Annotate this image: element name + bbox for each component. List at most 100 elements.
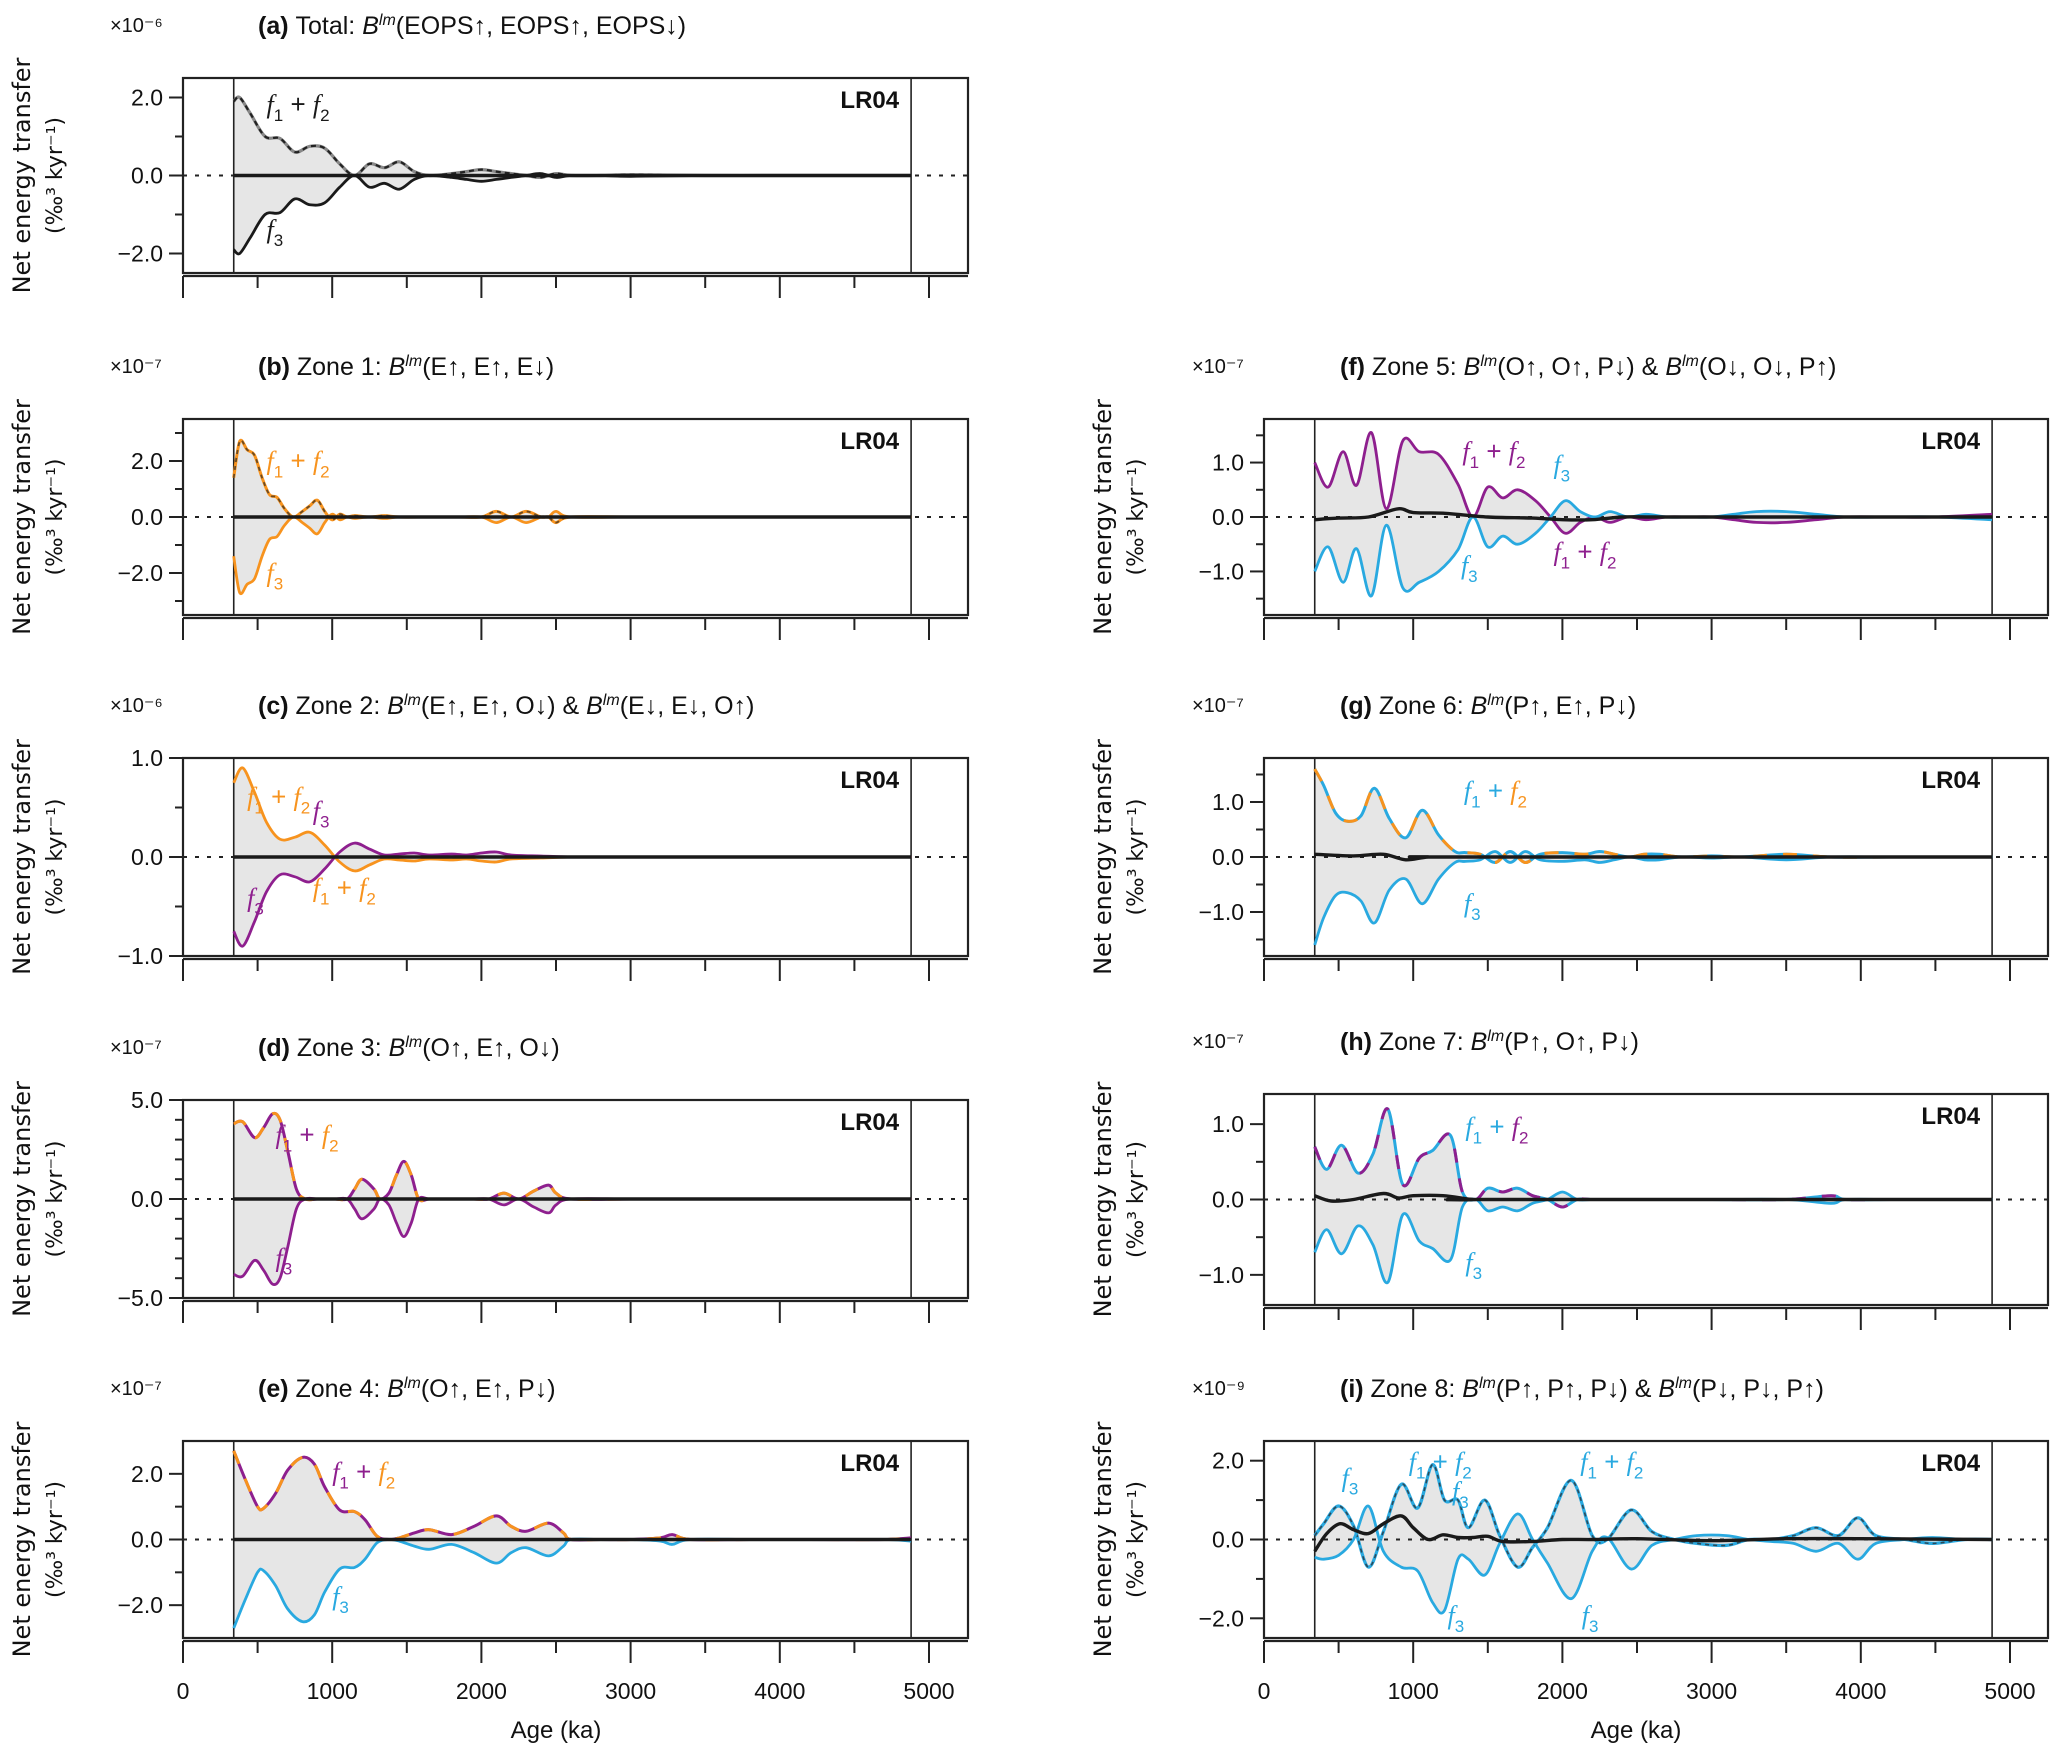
x-tick-label: 4000 (1835, 1678, 1886, 1704)
label-f1-plus-f2: f1 + f2 (1409, 1447, 1472, 1483)
panel-title: (b) Zone 1: Blm(E↑, E↑, E↓) (258, 353, 554, 381)
panel-title: (e) Zone 4: Blm(O↑, E↑, P↓) (258, 1375, 556, 1403)
y-tick-label: 2.0 (1212, 1448, 1244, 1474)
label-f3: f3 (1553, 450, 1570, 485)
x-tick-label: 3000 (1686, 1678, 1737, 1704)
label-f3: f3 (1465, 1248, 1482, 1283)
y-axis-units: (‰³ kyr⁻¹) (43, 459, 68, 576)
label-f1-plus-f2: f1 + f2 (1464, 775, 1527, 811)
y-multiplier: ×10⁻⁷ (1192, 695, 1244, 717)
panel-d: −5.0 0.0 5.0 Net energy transfer (‰³ kyr⁻¹) ×… (8, 1034, 970, 1323)
panel-c: −1.0 0.0 1.0 Net energy transfer (‰³ kyr⁻¹) ×… (8, 692, 970, 981)
label-f1-plus-f2: f1 + f2 (1465, 1111, 1528, 1147)
panel-title: (i) Zone 8: Blm(P↑, P↑, P↓) & Blm(P↓, P↓… (1340, 1375, 1824, 1403)
series-f1-f2-dash (1313, 768, 1993, 864)
dataset-label: LR04 (840, 767, 899, 794)
y-axis-units: (‰³ kyr⁻¹) (1124, 1481, 1149, 1598)
y-axis-units: (‰³ kyr⁻¹) (1124, 1141, 1149, 1258)
series-f1-f2-dash (1314, 1463, 1993, 1568)
dataset-label: LR04 (1921, 1450, 1980, 1477)
y-axis-label: Net energy transfer (8, 739, 36, 975)
label-f1-plus-f2: f1 + f2 (1553, 537, 1616, 573)
y-tick-label: −1.0 (1199, 558, 1244, 584)
y-tick-label: 0.0 (131, 504, 163, 530)
label-f1-plus-f2: f1 + f2 (276, 1120, 339, 1156)
y-tick-label: −2.0 (118, 241, 163, 267)
series-f3 (1313, 499, 1993, 598)
y-axis-units: (‰³ kyr⁻¹) (43, 1481, 68, 1598)
panel-title: (d) Zone 3: Blm(O↑, E↑, O↓) (258, 1034, 560, 1062)
y-tick-label: 0.0 (1212, 844, 1244, 870)
y-axis-label: Net energy transfer (8, 399, 36, 635)
label-f3: f3 (1582, 1601, 1599, 1636)
label-f3: f3 (267, 215, 284, 250)
series-net (1313, 1514, 1993, 1553)
series-f1-f2-dash (1313, 1107, 1993, 1209)
y-tick-label: 0.0 (1212, 504, 1244, 530)
y-tick-label: −2.0 (118, 1592, 163, 1618)
label-f3: f3 (276, 1243, 293, 1278)
y-axis-label: Net energy transfer (8, 1421, 36, 1657)
panel-title: (a) Total: Blm(EOPS↑, EOPS↑, EOPS↓) (258, 12, 686, 40)
label-f3: f3 (267, 558, 284, 593)
label-f1-plus-f2: f1 + f2 (313, 873, 376, 909)
y-axis-label: Net energy transfer (1089, 399, 1117, 635)
panel-e: −2.0 0.0 2.0 0 1000 2000 3000 4000 5000 Net energ… (8, 1375, 970, 1704)
y-tick-label: 2.0 (131, 1461, 163, 1487)
y-tick-label: 0.0 (1212, 1527, 1244, 1553)
x-tick-label: 2000 (456, 1678, 507, 1704)
series-f3 (1314, 1504, 1993, 1615)
label-f3: f3 (1461, 551, 1478, 586)
x-tick-label: 1000 (307, 1678, 358, 1704)
y-tick-label: 2.0 (131, 448, 163, 474)
panel-b: −2.0 0.0 2.0 Net energy transfer (‰³ kyr⁻¹) ×… (8, 353, 970, 640)
y-multiplier: ×10⁻⁷ (1192, 1031, 1244, 1053)
y-axis-label: Net energy transfer (8, 1081, 36, 1317)
y-multiplier: ×10⁻⁷ (1192, 356, 1244, 378)
y-tick-label: 1.0 (1212, 789, 1244, 815)
y-tick-label: −1.0 (1199, 899, 1244, 925)
label-f1-plus-f2: f1 + f2 (267, 445, 330, 481)
y-axis-units: (‰³ kyr⁻¹) (43, 1141, 68, 1258)
label-f1-plus-f2: f1 + f2 (332, 1456, 395, 1492)
dataset-label: LR04 (1921, 428, 1980, 455)
y-axis-label: Net energy transfer (1089, 739, 1117, 975)
panel-title: (c) Zone 2: Blm(E↑, E↑, O↓) & Blm(E↓, E↓… (258, 692, 754, 720)
y-multiplier: ×10⁻⁷ (110, 356, 162, 378)
series-f1-f2 (1313, 431, 1993, 535)
label-f3: f3 (1464, 889, 1481, 924)
dataset-label: LR04 (840, 1450, 899, 1477)
y-multiplier: ×10⁻⁶ (110, 15, 163, 37)
panel-g: −1.0 0.0 1.0 Net energy transfer (‰³ kyr⁻¹) ×… (1089, 692, 2050, 981)
x-tick-label: 3000 (605, 1678, 656, 1704)
x-tick-label: 0 (177, 1678, 190, 1704)
panel-a: −2.0 0.0 2.0 Net energy transfer (‰³ kyr⁻¹) ×… (8, 12, 970, 298)
series-f3 (232, 509, 912, 596)
x-axis-label-right: Age (ka) (1591, 1717, 1682, 1744)
y-axis-units: (‰³ kyr⁻¹) (1124, 799, 1149, 916)
series-f1-f2-dash (233, 1111, 912, 1203)
y-tick-label: 5.0 (131, 1087, 163, 1113)
label-f3: f3 (247, 884, 264, 919)
y-axis-units: (‰³ kyr⁻¹) (43, 117, 68, 234)
y-axis-label: Net energy transfer (8, 57, 36, 293)
panel-title: (h) Zone 7: Blm(P↑, O↑, P↓) (1340, 1028, 1639, 1056)
y-axis-label: Net energy transfer (1089, 1421, 1117, 1657)
dataset-label: LR04 (1921, 767, 1980, 794)
y-axis-units: (‰³ kyr⁻¹) (43, 799, 68, 916)
y-tick-label: 0.0 (131, 1527, 163, 1553)
panel-title: (f) Zone 5: Blm(O↑, O↑, P↓) & Blm(O↓, O↓… (1340, 353, 1836, 381)
x-tick-label: 5000 (1984, 1678, 2035, 1704)
series-f3 (233, 1195, 912, 1286)
label-f3: f3 (1342, 1463, 1359, 1498)
y-tick-label: −5.0 (118, 1285, 163, 1311)
label-f3: f3 (332, 1582, 349, 1617)
y-tick-label: −2.0 (118, 560, 163, 586)
y-multiplier: ×10⁻⁷ (110, 1037, 162, 1059)
y-tick-label: 0.0 (131, 163, 163, 189)
panel-i: −2.0 0.0 2.0 0 1000 2000 3000 4000 5000 Net energ… (1089, 1375, 2050, 1704)
y-axis-label: Net energy transfer (1089, 1081, 1117, 1317)
x-tick-label: 0 (1258, 1678, 1271, 1704)
label-f1-plus-f2: f1 + f2 (267, 89, 330, 125)
series-f1-f2-dash (232, 439, 912, 524)
